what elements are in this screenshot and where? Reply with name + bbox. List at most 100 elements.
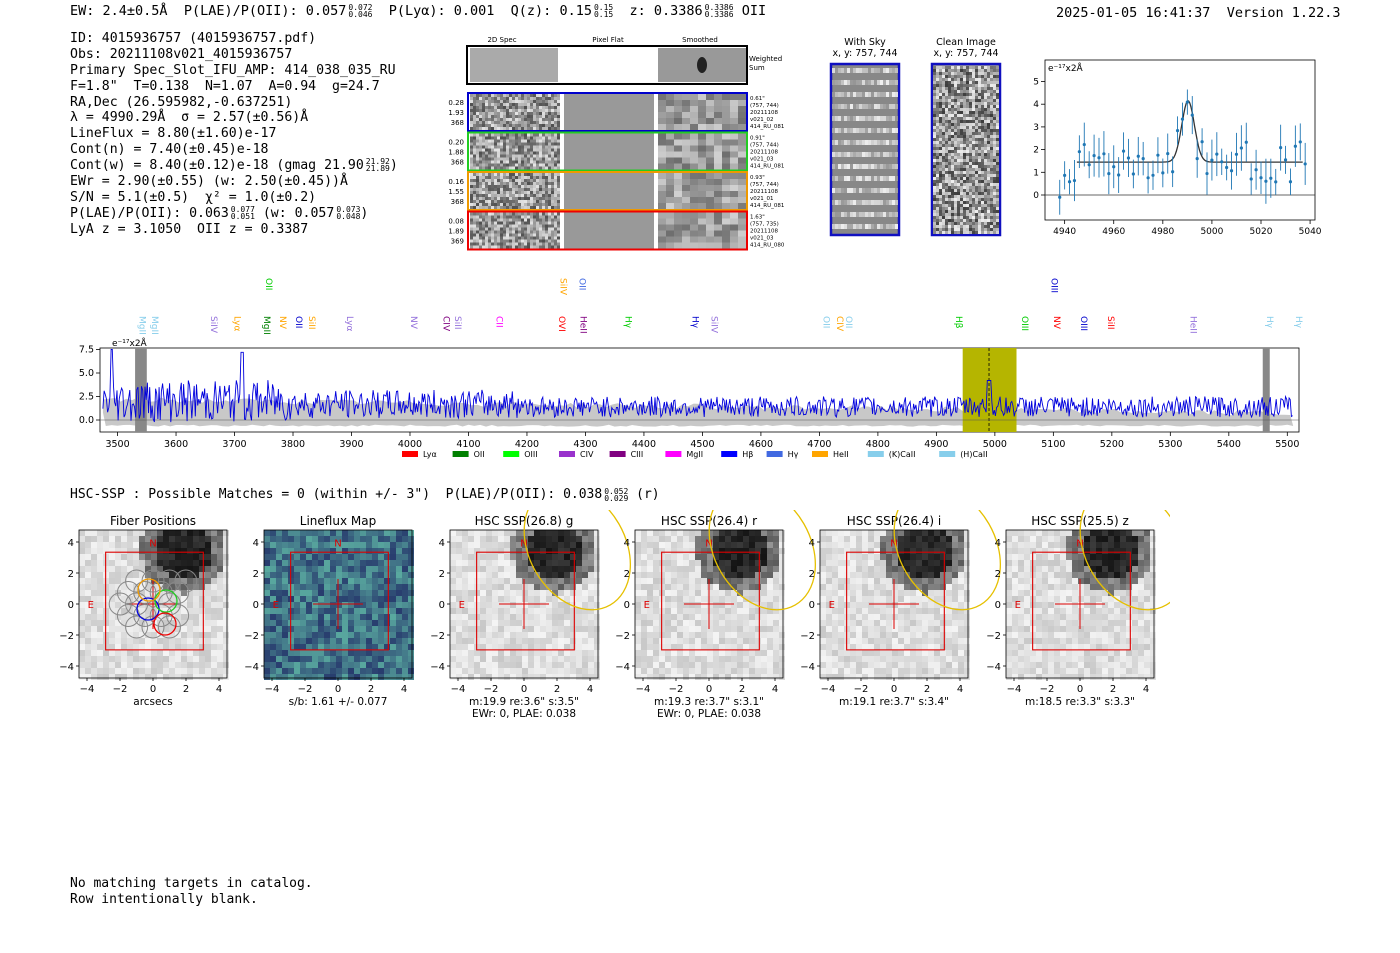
hsc-north-label: N <box>1076 538 1083 549</box>
zoom-point <box>1283 158 1288 162</box>
spectrum-line-label: Hγ <box>690 316 700 329</box>
hsc-ytick-label: 0 <box>809 600 815 611</box>
hsc-east-label: E <box>88 600 94 611</box>
zoom-point <box>1298 140 1302 144</box>
hsc-ytick-label: 0 <box>624 600 630 611</box>
spectrum-xtick-label: 5400 <box>1217 439 1241 450</box>
spectrum-line-label: Hβ <box>953 316 963 329</box>
cutout-flat <box>564 212 654 249</box>
zoom-xtick-label: 5040 <box>1299 227 1322 235</box>
hsc-east-label: E <box>644 600 650 611</box>
legend-label: Hβ <box>742 450 753 459</box>
zoom-point <box>1244 140 1248 144</box>
spectrum-xtick-label: 4800 <box>866 439 890 450</box>
cutout-row-frame <box>467 171 748 211</box>
zoom-fit-curve <box>1076 100 1303 163</box>
zoom-point <box>1112 165 1116 169</box>
zoom-frame <box>1044 59 1316 221</box>
hsc-summary-lo: 0.029 <box>604 493 629 503</box>
zoom-point <box>1274 180 1278 184</box>
zoom-point <box>1117 173 1121 177</box>
legend-swatch <box>503 451 520 457</box>
cutout-smooth <box>658 173 746 209</box>
hsc-xtick-label: 2 <box>1110 684 1116 695</box>
hsc-source-ellipse <box>523 510 632 611</box>
cutout-row-meta: 20211108 <box>750 110 778 116</box>
with-sky-image <box>829 62 901 237</box>
spectrum-line-label: MgII <box>136 316 146 335</box>
legend-label: OII <box>474 450 485 459</box>
zoom-ytick-label: 5 <box>1033 78 1039 88</box>
hsc-ytick-label: 4 <box>809 538 815 549</box>
spectrum-line-label: Hγ <box>622 316 632 329</box>
footer-note: No matching targets in catalog. Row inte… <box>70 876 313 907</box>
info-obs: Obs: 20211108v021_4015936757 <box>70 46 293 62</box>
with-sky-title-block: With Sky x, y: 757, 744 <box>820 37 910 59</box>
cutout-row-meta: 20211108 <box>750 150 778 156</box>
zoom-point <box>1220 160 1224 164</box>
spectrum-ytick-label: 0.0 <box>79 415 94 426</box>
spectrum-line-label: NV <box>1051 316 1061 330</box>
hsc-xtick-label: 2 <box>368 684 374 695</box>
hsc-xtick-label: −4 <box>451 684 466 695</box>
cutout-row-num: 0.28 <box>448 99 464 107</box>
cutout-row-meta: (757, 744) <box>750 103 779 109</box>
zoom-point <box>1161 171 1165 175</box>
zoom-xtick-label: 4980 <box>1151 227 1174 235</box>
info-plae-w-label: (w: 0.057 <box>262 205 335 221</box>
spectrum-line-label: CIV <box>834 316 844 332</box>
spectrum-xtick-label: 3900 <box>339 439 363 450</box>
spectrum-xtick-label: 5300 <box>1158 439 1182 450</box>
zoom-point <box>1082 142 1086 147</box>
hsc-ytick-label: −4 <box>59 662 74 673</box>
weighted-label-2: Sum <box>749 64 765 72</box>
spectrum-line-label: Hγ <box>1293 316 1303 329</box>
cutout-row: 0.20 1.88 368 0.91"(757, 744)20211108v021_0… <box>448 131 784 172</box>
spectrum-line-label: HeII <box>577 316 587 334</box>
hsc-east-label: E <box>829 600 835 611</box>
spectrum-xtick-label: 4200 <box>515 439 539 450</box>
hsc-panel-image <box>820 530 970 680</box>
zoom-xtick-label: 4960 <box>1102 227 1125 235</box>
hsc-xtick-label: 2 <box>554 684 560 695</box>
weighted-label-1: Weighted <box>749 55 782 63</box>
cutout-row-meta: (757, 735) <box>750 222 779 228</box>
hsc-xtick-label: 4 <box>401 684 407 695</box>
legend-label: MgII <box>686 450 703 459</box>
cutout-row-meta: 0.61" <box>750 96 765 102</box>
zoom-ytick-label: 1 <box>1033 168 1039 178</box>
hsc-caption-1: m:19.9 re:3.6" s:3.5" <box>469 696 579 708</box>
cutout-row-frame <box>467 92 748 132</box>
zoom-point <box>1092 154 1096 158</box>
zoom-point <box>1229 169 1234 173</box>
z-hi: 0.3386 <box>704 3 734 12</box>
cutout-row-meta: v021_02 <box>750 117 774 123</box>
spectrum-line-label: SiII <box>1105 316 1115 330</box>
hsc-ytick-label: 4 <box>68 538 74 549</box>
cutout-row-num: 368 <box>451 119 464 127</box>
weighted-sum-row <box>466 45 748 85</box>
hsc-caption-1: m:19.3 re:3.7" s:3.1" <box>654 696 764 708</box>
timestamp: 2025-01-05 16:41:37 <box>1056 5 1211 21</box>
cutout-row-num: 0.16 <box>448 178 464 186</box>
hsc-caption-1: s/b: 1.61 +/- 0.077 <box>289 696 388 708</box>
spectrum-highlight <box>962 348 1017 432</box>
spectrum-xtick-label: 3800 <box>281 439 305 450</box>
hsc-summary-label: HSC-SSP : Possible Matches = 0 (within +… <box>70 487 603 502</box>
legend-label: Lyα <box>423 450 437 459</box>
hsc-caption-1: m:19.1 re:3.7" s:3.4" <box>839 696 949 708</box>
hsc-xtick-label: −4 <box>821 684 836 695</box>
spectrum-line-label: NV <box>277 316 287 330</box>
hsc-ytick-label: 2 <box>809 569 815 580</box>
hsc-ytick-label: −4 <box>615 662 630 673</box>
hsc-ytick-label: 2 <box>253 569 259 580</box>
cutout-flat <box>564 133 654 170</box>
hsc-ytick-label: −2 <box>986 631 1001 642</box>
cutout-row-meta: 414_RU_081 <box>750 203 784 209</box>
spectrum-xtick-label: 5100 <box>1041 439 1065 450</box>
fiber-green <box>154 589 178 613</box>
spectrum-line-label: OII <box>821 316 831 328</box>
